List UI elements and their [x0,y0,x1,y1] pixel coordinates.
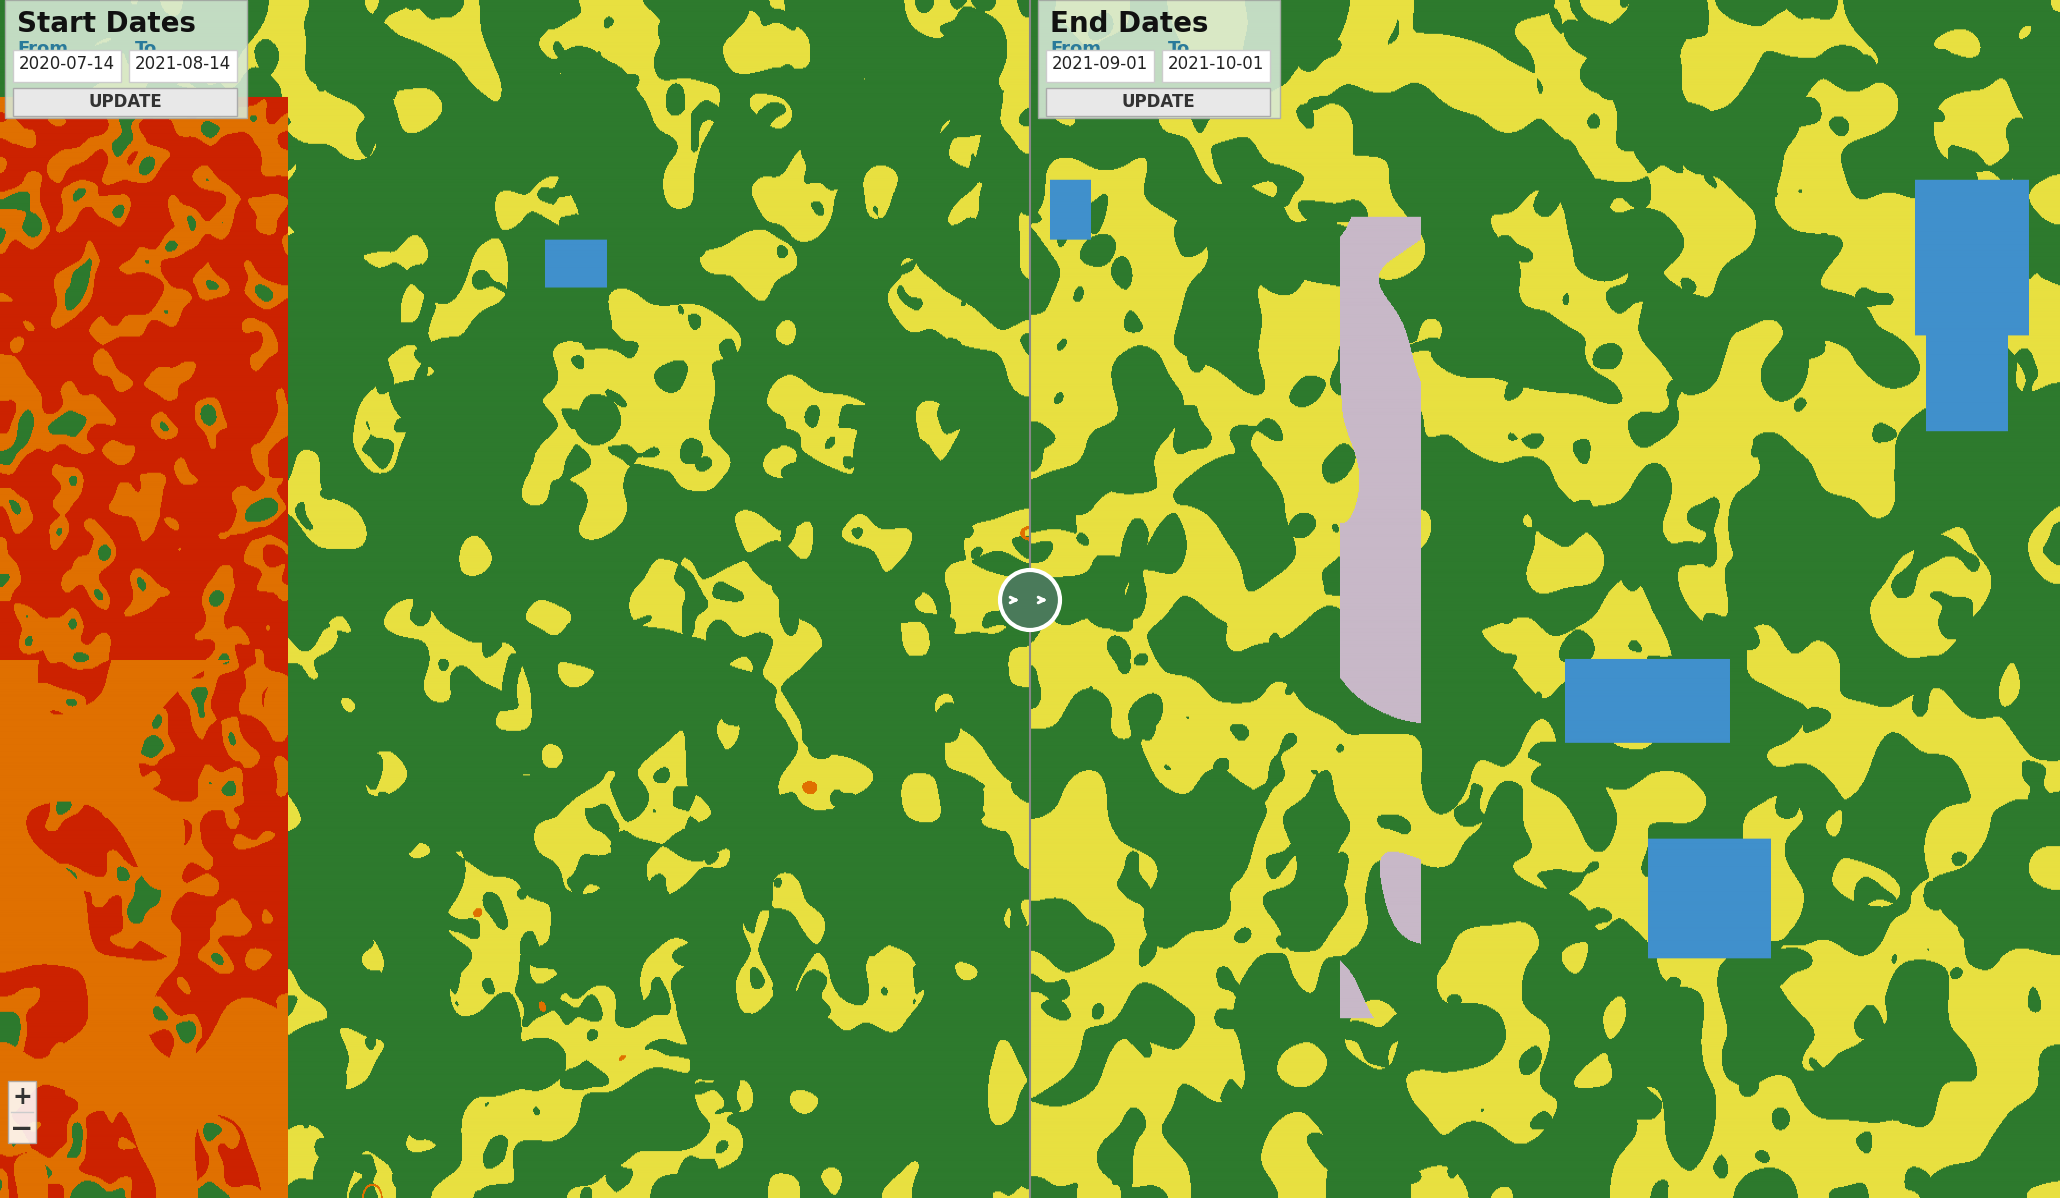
Text: Start Dates: Start Dates [16,10,196,38]
Text: UPDATE: UPDATE [1121,93,1195,111]
Text: 2021-08-14: 2021-08-14 [136,55,231,73]
FancyBboxPatch shape [1038,0,1279,117]
Text: UPDATE: UPDATE [89,93,163,111]
Text: 2021-10-01: 2021-10-01 [1168,55,1265,73]
FancyBboxPatch shape [1046,87,1271,116]
Text: 2020-07-14: 2020-07-14 [19,55,115,73]
FancyBboxPatch shape [130,50,237,81]
Text: 2021-09-01: 2021-09-01 [1053,55,1147,73]
FancyBboxPatch shape [1046,50,1154,81]
Text: To: To [1168,40,1191,58]
FancyBboxPatch shape [4,0,247,117]
Text: −: − [10,1115,33,1143]
Text: From: From [1051,40,1100,58]
Circle shape [999,570,1061,630]
Text: End Dates: End Dates [1051,10,1209,38]
Text: +: + [12,1085,31,1109]
FancyBboxPatch shape [12,50,122,81]
FancyBboxPatch shape [8,1081,35,1143]
FancyBboxPatch shape [12,87,237,116]
Text: From: From [16,40,68,58]
FancyBboxPatch shape [1162,50,1271,81]
Text: To: To [136,40,157,58]
